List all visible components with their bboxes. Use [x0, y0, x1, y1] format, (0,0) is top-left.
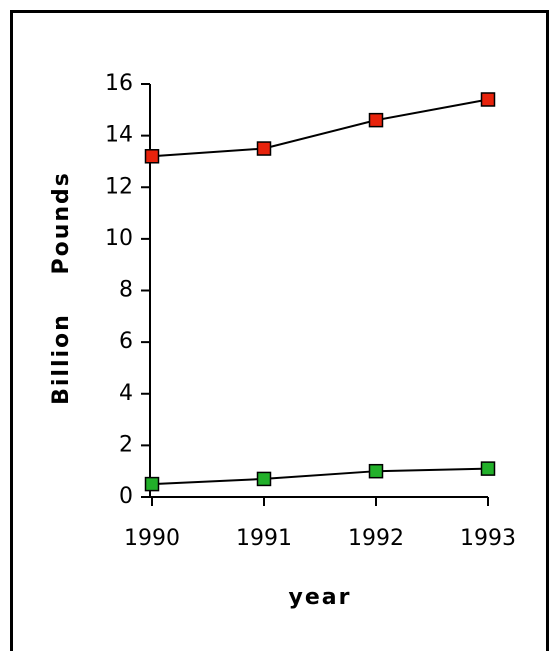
x-tick-label: 1990: [124, 526, 180, 551]
marker: [368, 112, 384, 128]
y-tick-label: 4: [119, 381, 133, 406]
series-line: [151, 98, 489, 158]
frame: [10, 10, 549, 651]
y-tick-label: 8: [119, 278, 133, 303]
marker: [144, 476, 160, 492]
y-tick-label: 14: [105, 123, 133, 148]
y-tick-label: 12: [105, 174, 133, 199]
marker: [144, 149, 160, 164]
y-tick-label: 6: [119, 329, 133, 354]
marker: [480, 461, 496, 476]
marker: [256, 141, 272, 156]
y-tick-label: 0: [119, 484, 133, 509]
y-axis-label: Billion Pounds: [49, 171, 74, 405]
y-tick-label: 2: [119, 432, 133, 457]
x-axis-label: year: [289, 585, 352, 610]
series-line: [151, 467, 489, 486]
marker: [256, 471, 272, 487]
y-tick-label: 10: [105, 226, 133, 251]
marker: [368, 463, 384, 479]
marker: [480, 92, 496, 107]
y-tick-label: 16: [105, 71, 133, 96]
x-tick-label: 1992: [348, 526, 404, 551]
x-tick-label: 1991: [236, 526, 292, 551]
x-tick-label: 1993: [460, 526, 516, 551]
